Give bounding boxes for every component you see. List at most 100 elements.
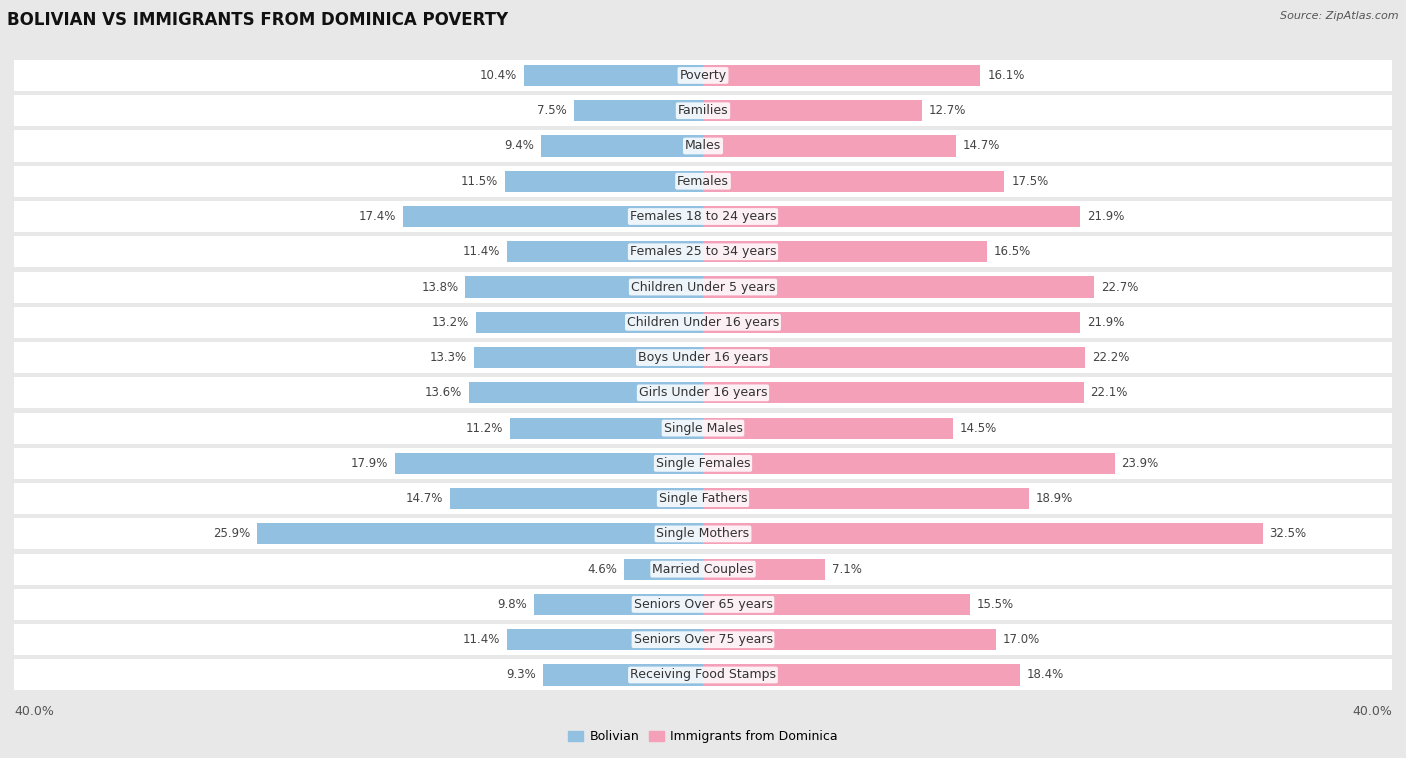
Text: 11.2%: 11.2% xyxy=(465,421,503,434)
Text: Males: Males xyxy=(685,139,721,152)
Bar xyxy=(703,594,970,615)
Bar xyxy=(14,201,1392,232)
Bar xyxy=(703,312,1080,333)
Bar xyxy=(14,377,1392,409)
Text: 22.1%: 22.1% xyxy=(1091,387,1128,399)
Text: 25.9%: 25.9% xyxy=(212,528,250,540)
Text: 22.7%: 22.7% xyxy=(1101,280,1139,293)
Bar xyxy=(14,307,1392,338)
Bar xyxy=(510,418,703,439)
Bar xyxy=(703,100,922,121)
Bar xyxy=(14,624,1392,655)
Bar xyxy=(703,136,956,157)
Bar xyxy=(703,418,953,439)
Bar xyxy=(257,523,703,544)
Text: BOLIVIAN VS IMMIGRANTS FROM DOMINICA POVERTY: BOLIVIAN VS IMMIGRANTS FROM DOMINICA POV… xyxy=(7,11,508,30)
Text: 16.1%: 16.1% xyxy=(987,69,1025,82)
Bar xyxy=(14,130,1392,161)
Text: Families: Families xyxy=(678,104,728,117)
Text: 12.7%: 12.7% xyxy=(928,104,966,117)
Bar xyxy=(14,448,1392,479)
Text: 14.5%: 14.5% xyxy=(960,421,997,434)
Text: 9.3%: 9.3% xyxy=(506,669,536,681)
Bar xyxy=(703,277,1094,298)
Bar xyxy=(506,629,703,650)
Bar xyxy=(404,206,703,227)
Bar xyxy=(14,236,1392,268)
Text: 14.7%: 14.7% xyxy=(405,492,443,505)
Text: 17.9%: 17.9% xyxy=(350,457,388,470)
Text: Females: Females xyxy=(678,175,728,188)
Text: 13.2%: 13.2% xyxy=(432,316,468,329)
Text: Receiving Food Stamps: Receiving Food Stamps xyxy=(630,669,776,681)
Text: 14.7%: 14.7% xyxy=(963,139,1001,152)
Bar xyxy=(524,65,703,86)
Text: 32.5%: 32.5% xyxy=(1270,528,1306,540)
Bar xyxy=(14,553,1392,584)
Bar xyxy=(703,664,1019,685)
Bar xyxy=(14,271,1392,302)
Bar xyxy=(703,382,1084,403)
Text: Boys Under 16 years: Boys Under 16 years xyxy=(638,351,768,364)
Text: 13.3%: 13.3% xyxy=(430,351,467,364)
Bar xyxy=(14,412,1392,443)
Text: 11.4%: 11.4% xyxy=(463,633,499,647)
Bar xyxy=(14,96,1392,127)
Text: Girls Under 16 years: Girls Under 16 years xyxy=(638,387,768,399)
Text: Children Under 5 years: Children Under 5 years xyxy=(631,280,775,293)
Bar xyxy=(574,100,703,121)
Text: 21.9%: 21.9% xyxy=(1087,316,1125,329)
Text: 7.1%: 7.1% xyxy=(832,562,862,575)
Bar xyxy=(703,241,987,262)
Text: 17.5%: 17.5% xyxy=(1011,175,1049,188)
Bar xyxy=(475,312,703,333)
Text: 11.4%: 11.4% xyxy=(463,246,499,258)
Bar xyxy=(468,382,703,403)
Bar xyxy=(534,594,703,615)
Bar xyxy=(703,65,980,86)
Text: 11.5%: 11.5% xyxy=(461,175,498,188)
Text: 13.8%: 13.8% xyxy=(422,280,458,293)
Text: 10.4%: 10.4% xyxy=(479,69,517,82)
Text: 18.9%: 18.9% xyxy=(1035,492,1073,505)
Bar xyxy=(14,166,1392,197)
Text: Married Couples: Married Couples xyxy=(652,562,754,575)
Bar xyxy=(14,589,1392,620)
Bar xyxy=(703,347,1085,368)
Bar xyxy=(395,453,703,474)
Text: 40.0%: 40.0% xyxy=(14,705,53,718)
Text: 15.5%: 15.5% xyxy=(977,598,1014,611)
Text: 13.6%: 13.6% xyxy=(425,387,461,399)
Bar xyxy=(703,559,825,580)
Text: 17.0%: 17.0% xyxy=(1002,633,1040,647)
Bar xyxy=(14,483,1392,514)
Bar xyxy=(465,277,703,298)
Text: Single Males: Single Males xyxy=(664,421,742,434)
Text: 9.8%: 9.8% xyxy=(498,598,527,611)
Bar xyxy=(703,453,1115,474)
Bar xyxy=(703,629,995,650)
Text: 7.5%: 7.5% xyxy=(537,104,567,117)
Text: 4.6%: 4.6% xyxy=(588,562,617,575)
Text: 18.4%: 18.4% xyxy=(1026,669,1064,681)
Bar xyxy=(14,342,1392,373)
Text: 9.4%: 9.4% xyxy=(505,139,534,152)
Text: Single Mothers: Single Mothers xyxy=(657,528,749,540)
Text: 40.0%: 40.0% xyxy=(1353,705,1392,718)
Bar xyxy=(703,523,1263,544)
Text: Source: ZipAtlas.com: Source: ZipAtlas.com xyxy=(1281,11,1399,21)
Bar xyxy=(541,136,703,157)
Legend: Bolivian, Immigrants from Dominica: Bolivian, Immigrants from Dominica xyxy=(562,725,844,748)
Bar xyxy=(450,488,703,509)
Bar xyxy=(14,659,1392,691)
Text: 16.5%: 16.5% xyxy=(994,246,1032,258)
Bar xyxy=(506,241,703,262)
Bar xyxy=(703,171,1004,192)
Text: Single Fathers: Single Fathers xyxy=(659,492,747,505)
Bar xyxy=(624,559,703,580)
Text: 21.9%: 21.9% xyxy=(1087,210,1125,223)
Text: Poverty: Poverty xyxy=(679,69,727,82)
Text: Females 25 to 34 years: Females 25 to 34 years xyxy=(630,246,776,258)
Bar xyxy=(543,664,703,685)
Bar xyxy=(703,206,1080,227)
